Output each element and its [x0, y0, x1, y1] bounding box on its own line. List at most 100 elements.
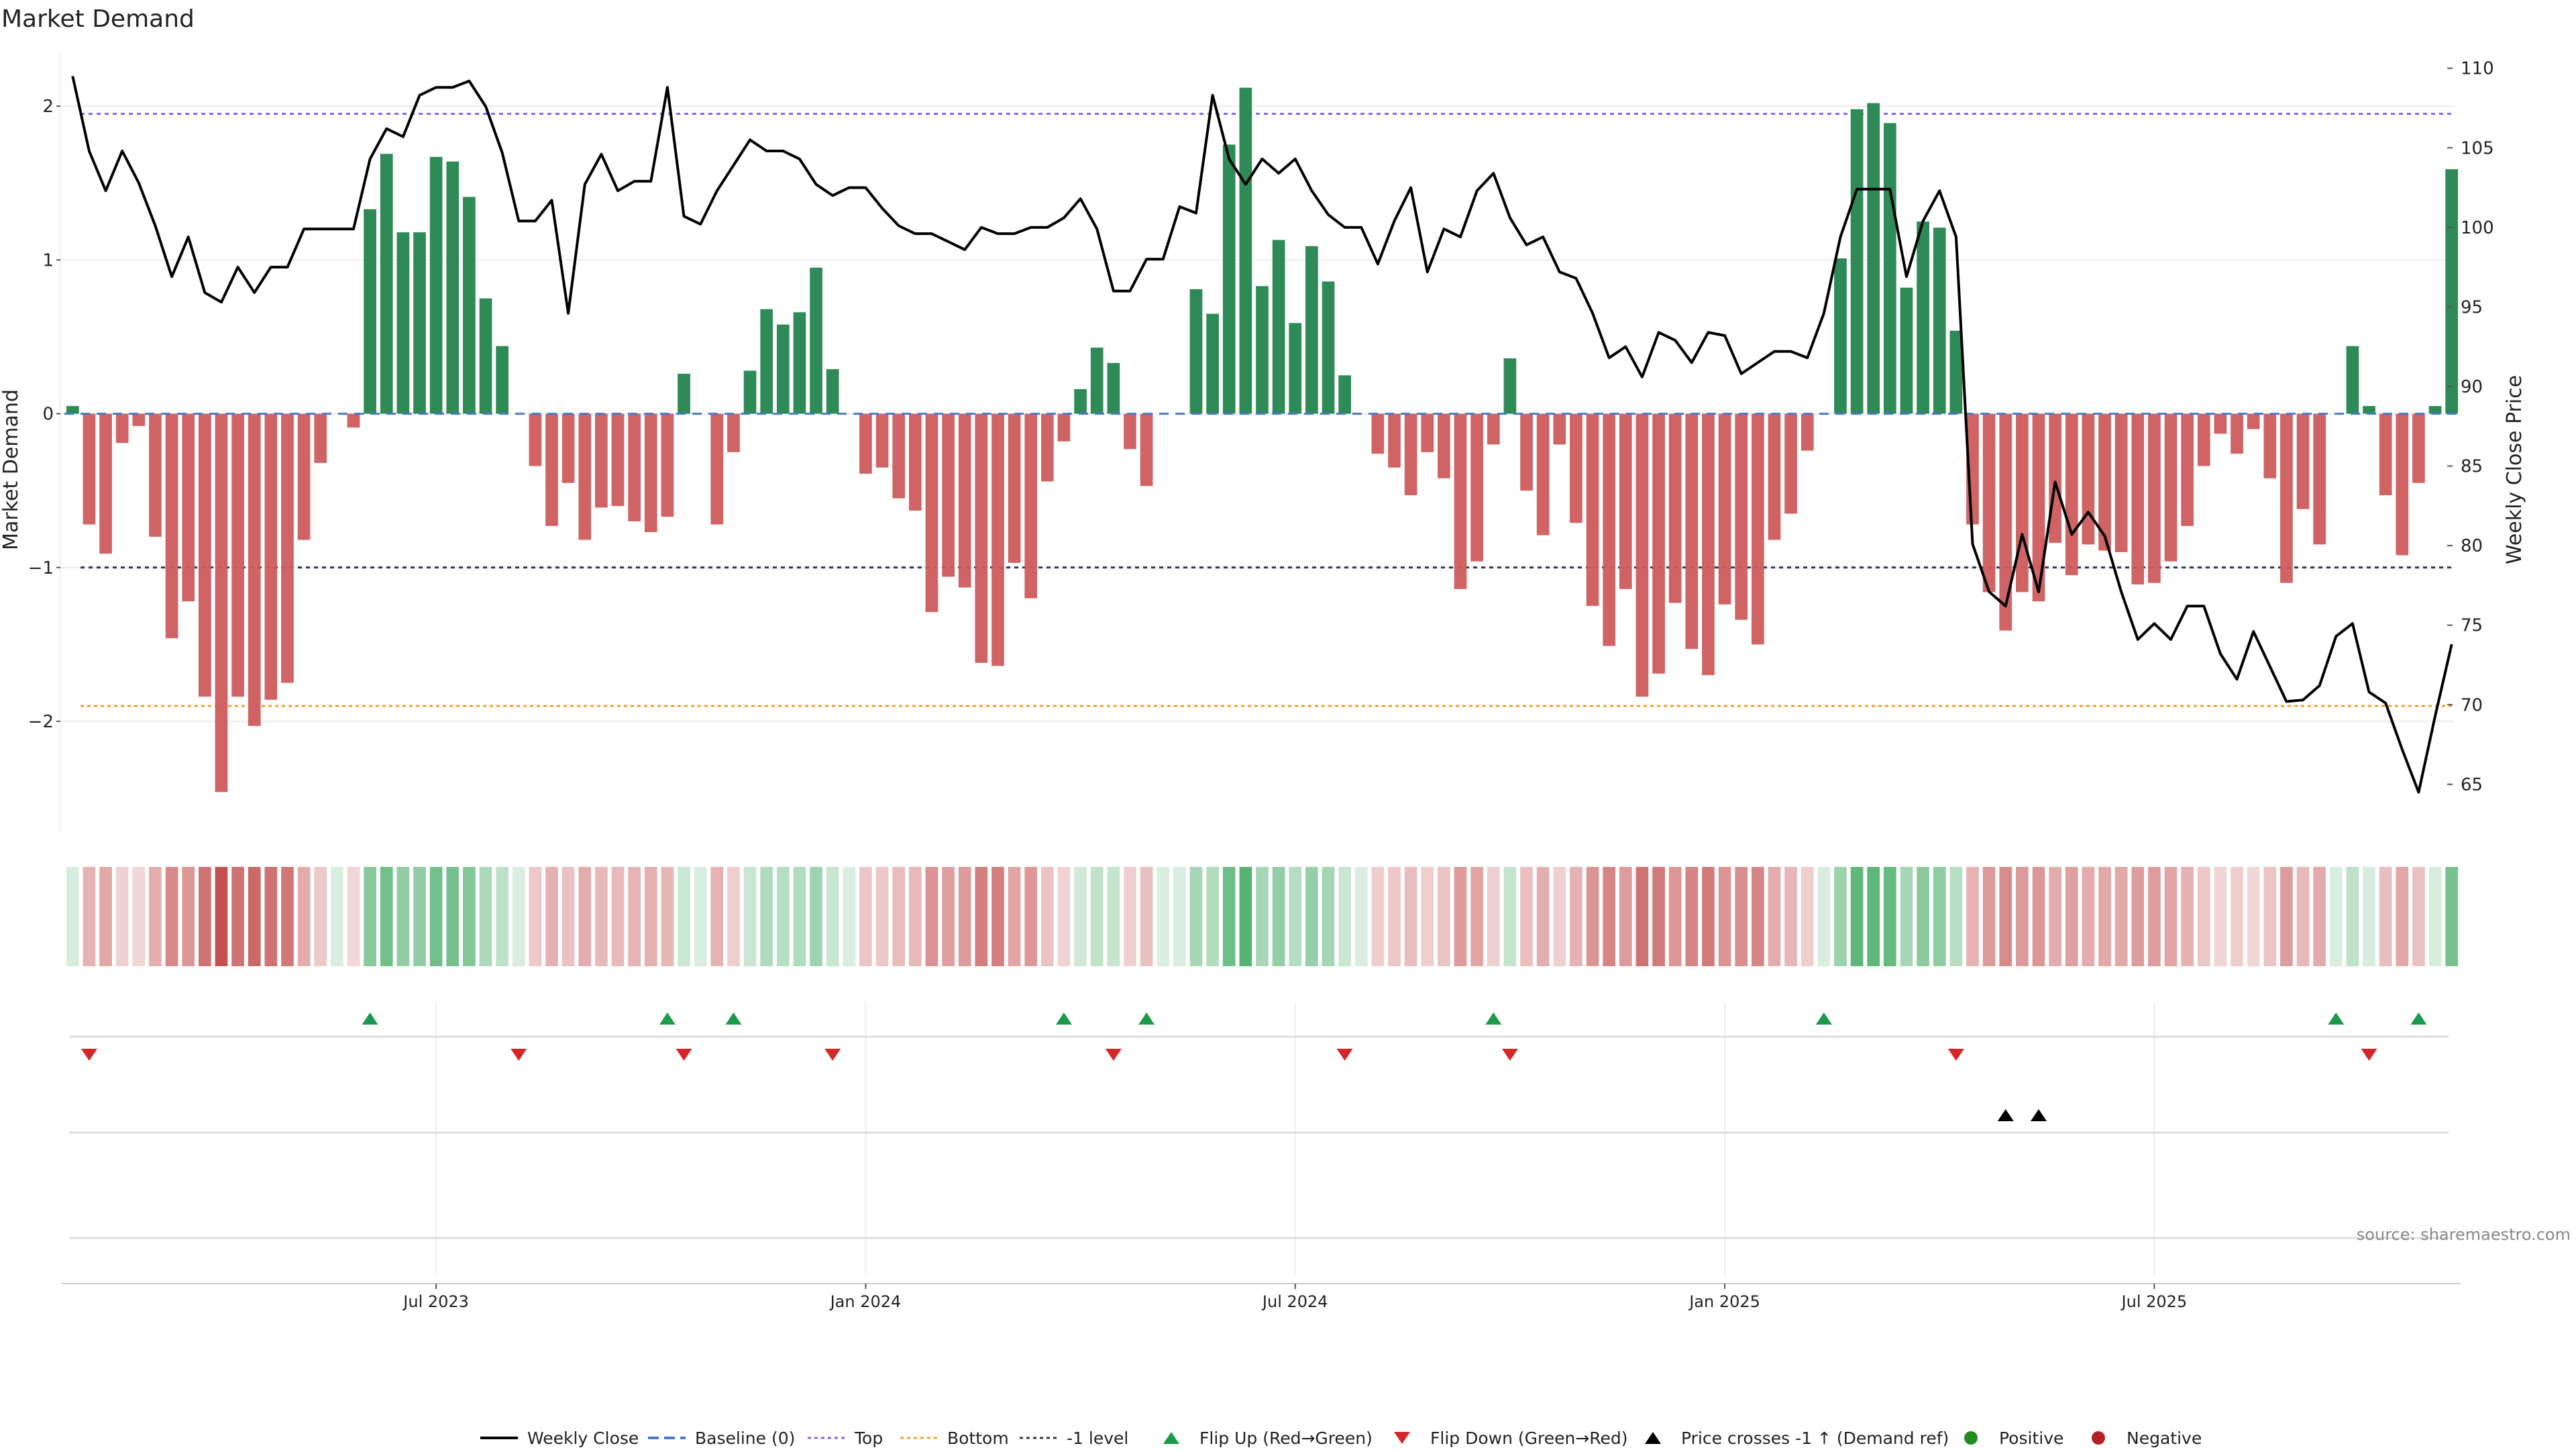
heat-cell: [1636, 867, 1649, 966]
demand-bar: [430, 157, 443, 414]
y-right-tick-label: 105: [2461, 138, 2494, 158]
heat-cell: [463, 867, 476, 966]
heat-cell: [1999, 867, 2012, 966]
heat-cell: [1421, 867, 1434, 966]
demand-bar: [149, 414, 162, 537]
heat-cell: [1388, 867, 1401, 966]
heat-cell: [1190, 867, 1203, 966]
legend-label: -1 level: [1067, 1429, 1128, 1448]
demand-bar: [1900, 288, 1913, 414]
heat-cell: [2165, 867, 2178, 966]
demand-bar: [1438, 414, 1450, 478]
heat-cell: [364, 867, 376, 966]
legend-negative-swatch: [2092, 1431, 2105, 1445]
heat-cell: [991, 867, 1004, 966]
heat-cell: [1685, 867, 1698, 966]
demand-bar: [166, 414, 178, 639]
heat-cell: [562, 867, 575, 966]
heat-cell: [694, 867, 707, 966]
heat-cell: [1223, 867, 1236, 966]
y-right-tick-label: 85: [2461, 457, 2483, 477]
heat-cell: [1900, 867, 1913, 966]
heat-cell: [2379, 867, 2392, 966]
y-right-tick-label: 95: [2461, 297, 2483, 317]
heat-cell: [744, 867, 757, 966]
demand-bar: [1058, 414, 1071, 442]
demand-bar: [826, 369, 839, 413]
demand-bar: [99, 414, 112, 554]
heat-cell: [2181, 867, 2194, 966]
heat-cell: [380, 867, 393, 966]
demand-bar: [959, 414, 971, 588]
heat-cell: [1537, 867, 1550, 966]
demand-bar: [975, 414, 987, 663]
demand-bar: [413, 232, 426, 413]
demand-bar: [2049, 414, 2061, 543]
heat-cell: [1256, 867, 1269, 966]
heat-cell: [1784, 867, 1797, 966]
heat-cell: [2082, 867, 2095, 966]
heat-cell: [2347, 867, 2359, 966]
demand-bar: [1570, 414, 1582, 523]
heat-cell: [1619, 867, 1632, 966]
heat-cell: [2231, 867, 2243, 966]
y-right-tick-label: 90: [2461, 377, 2483, 397]
demand-bar: [1917, 221, 1929, 413]
demand-bar: [1504, 358, 1517, 414]
heat-cell: [1438, 867, 1450, 966]
demand-bar: [1867, 103, 1880, 414]
y-right-tick-label: 65: [2461, 775, 2483, 795]
heat-cell: [1950, 867, 1963, 966]
heat-cell: [1603, 867, 1615, 966]
x-tick-label: Jan 2024: [829, 1292, 902, 1311]
heat-cell: [1454, 867, 1467, 966]
demand-bar: [1140, 414, 1153, 486]
demand-bar: [298, 414, 311, 540]
demand-bar: [281, 414, 294, 683]
heat-cell: [1834, 867, 1847, 966]
demand-bar: [926, 414, 938, 613]
heat-cell: [595, 867, 608, 966]
demand-bar: [248, 414, 261, 726]
demand-bar: [892, 414, 905, 499]
demand-bar: [1454, 414, 1467, 589]
legend-positive-swatch: [1964, 1431, 1978, 1445]
demand-bar: [2412, 414, 2425, 483]
heat-cell: [215, 867, 228, 966]
demand-bar: [1124, 414, 1136, 450]
demand-bar: [612, 414, 625, 507]
demand-bar: [1041, 414, 1054, 482]
demand-bar: [314, 414, 327, 463]
heat-cell: [909, 867, 922, 966]
heat-cell: [1520, 867, 1533, 966]
demand-bar: [231, 414, 244, 697]
heat-cell: [1008, 867, 1021, 966]
demand-bar: [545, 414, 558, 526]
heat-cell: [99, 867, 112, 966]
demand-bar: [1008, 414, 1021, 563]
heat-cell: [83, 867, 96, 966]
y-right-tick-label: 70: [2461, 695, 2483, 715]
heat-cell: [1768, 867, 1781, 966]
heat-cell: [1966, 867, 1979, 966]
y-tick-label: 1: [42, 250, 54, 270]
heat-cell: [545, 867, 558, 966]
heat-cell: [892, 867, 905, 966]
heat-cell: [1801, 867, 1814, 966]
demand-bar: [2313, 414, 2326, 545]
demand-bar: [628, 414, 641, 521]
demand-bar: [777, 325, 790, 414]
demand-bar: [1636, 414, 1649, 697]
demand-bar: [1091, 348, 1104, 414]
demand-bar: [1933, 227, 1946, 413]
demand-bar: [1702, 414, 1715, 676]
demand-bar: [794, 312, 806, 413]
heat-cell: [281, 867, 294, 966]
demand-bar: [2445, 169, 2458, 413]
heat-cell: [1273, 867, 1285, 966]
heat-cell: [645, 867, 657, 966]
demand-bar: [1801, 414, 1814, 451]
legend-label: Price crosses -1 ↑ (Demand ref): [1681, 1429, 1949, 1448]
heat-cell: [1058, 867, 1071, 966]
